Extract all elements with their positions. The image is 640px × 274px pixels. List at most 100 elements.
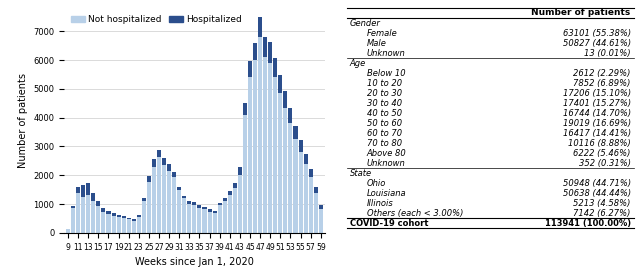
Text: 7142 (6.27%): 7142 (6.27%) [573, 209, 631, 218]
Bar [233, 188, 237, 233]
Text: 7852 (6.89%): 7852 (6.89%) [573, 79, 631, 88]
Bar [71, 209, 75, 233]
Bar [188, 204, 191, 233]
Bar [167, 164, 171, 171]
Bar [66, 229, 70, 233]
Bar [238, 167, 242, 175]
Bar [132, 219, 136, 221]
Bar [177, 187, 181, 190]
Bar [182, 198, 186, 233]
Text: 10116 (8.88%): 10116 (8.88%) [568, 139, 631, 148]
Text: Female: Female [367, 29, 397, 38]
Text: Ohio: Ohio [367, 179, 386, 188]
Bar [193, 205, 196, 233]
Bar [238, 175, 242, 233]
Bar [284, 91, 287, 108]
Bar [258, 37, 262, 233]
Bar [197, 205, 202, 207]
Text: Unknown: Unknown [367, 159, 406, 168]
Bar [86, 195, 90, 233]
Bar [172, 177, 176, 233]
Bar [308, 177, 313, 233]
Bar [223, 201, 227, 233]
Bar [202, 207, 207, 209]
Bar [71, 206, 75, 209]
Bar [167, 171, 171, 233]
Text: 16744 (14.70%): 16744 (14.70%) [563, 109, 631, 118]
Bar [218, 202, 221, 205]
Text: Below 10: Below 10 [367, 69, 405, 78]
Text: COVID-19 cohort: COVID-19 cohort [349, 219, 428, 228]
Bar [81, 185, 85, 197]
Text: 20 to 30: 20 to 30 [367, 89, 402, 98]
Bar [76, 193, 80, 233]
Bar [116, 215, 120, 217]
Bar [147, 182, 151, 233]
Bar [152, 159, 156, 167]
Bar [268, 63, 272, 233]
Bar [263, 57, 267, 233]
Bar [137, 217, 141, 233]
Bar [193, 202, 196, 205]
Legend: Not hospitalized, Hospitalized: Not hospitalized, Hospitalized [68, 13, 244, 27]
Bar [289, 124, 292, 233]
Bar [122, 218, 125, 233]
Bar [172, 172, 176, 177]
Bar [152, 167, 156, 233]
Bar [319, 205, 323, 209]
Bar [101, 208, 106, 212]
Text: Number of patients: Number of patients [531, 8, 631, 17]
Text: 6222 (5.46%): 6222 (5.46%) [573, 149, 631, 158]
Bar [278, 75, 282, 93]
Bar [298, 140, 303, 152]
Bar [319, 209, 323, 233]
Bar [122, 216, 125, 218]
Text: 352 (0.31%): 352 (0.31%) [579, 159, 631, 168]
Bar [142, 201, 146, 233]
X-axis label: Weeks since Jan 1, 2020: Weeks since Jan 1, 2020 [135, 257, 254, 267]
Bar [253, 60, 257, 233]
Bar [223, 198, 227, 201]
Bar [253, 43, 257, 60]
Text: 50 to 60: 50 to 60 [367, 119, 402, 128]
Text: Male: Male [367, 39, 387, 48]
Bar [228, 195, 232, 233]
Bar [92, 193, 95, 201]
Text: Others (each < 3.00%): Others (each < 3.00%) [367, 209, 463, 218]
Bar [284, 108, 287, 233]
Bar [314, 187, 317, 193]
Bar [97, 206, 100, 233]
Text: State: State [349, 169, 372, 178]
Text: 50638 (44.44%): 50638 (44.44%) [563, 189, 631, 198]
Bar [137, 215, 141, 217]
Bar [182, 196, 186, 198]
Bar [298, 152, 303, 233]
Bar [157, 150, 161, 158]
Text: 50948 (44.71%): 50948 (44.71%) [563, 179, 631, 188]
Bar [197, 207, 202, 233]
Bar [106, 215, 111, 233]
Bar [86, 183, 90, 195]
Text: 19019 (16.69%): 19019 (16.69%) [563, 119, 631, 128]
Bar [212, 213, 217, 233]
Bar [218, 205, 221, 233]
Bar [268, 42, 272, 63]
Bar [127, 219, 131, 233]
Bar [132, 221, 136, 233]
Text: 16417 (14.41%): 16417 (14.41%) [563, 129, 631, 138]
Bar [248, 61, 252, 77]
Bar [278, 93, 282, 233]
Text: Louisiana: Louisiana [367, 189, 406, 198]
Bar [263, 37, 267, 57]
Bar [258, 16, 262, 37]
Bar [294, 126, 298, 139]
Text: Above 80: Above 80 [367, 149, 406, 158]
Bar [97, 201, 100, 206]
Text: Illinois: Illinois [367, 199, 394, 208]
Text: 63101 (55.38%): 63101 (55.38%) [563, 29, 631, 38]
Text: 113941 (100.00%): 113941 (100.00%) [545, 219, 631, 228]
Bar [212, 211, 217, 213]
Bar [273, 77, 277, 233]
Bar [294, 139, 298, 233]
Bar [228, 191, 232, 195]
